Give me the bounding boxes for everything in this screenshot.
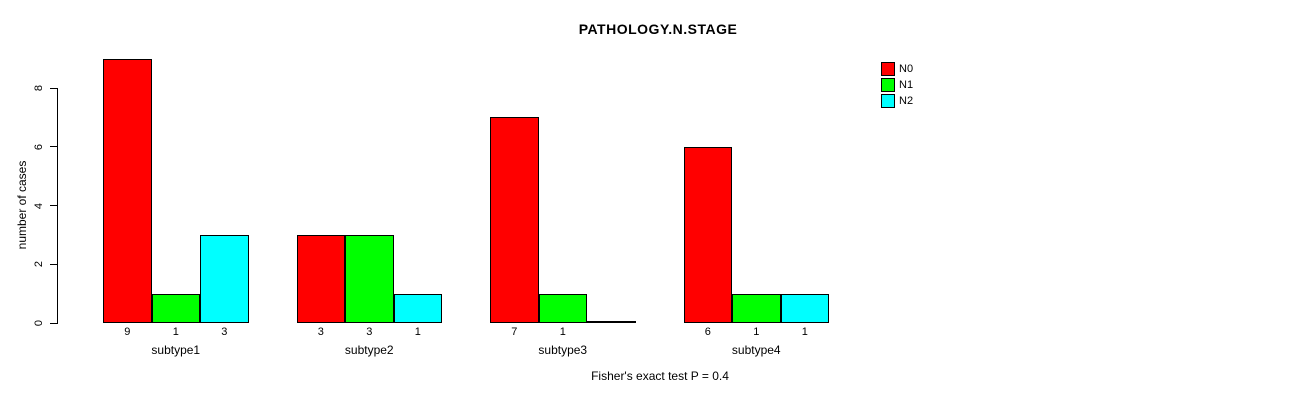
- bar-value-label: 7: [511, 326, 518, 338]
- y-tick-mark: [50, 205, 58, 206]
- bar-n1-subtype2: [345, 234, 394, 323]
- bar-n2-subtype4: [780, 293, 829, 323]
- y-tick-mark: [50, 87, 58, 89]
- bar-value-label: 9: [124, 326, 131, 338]
- bar-value-label: 1: [414, 326, 421, 338]
- y-tick-label: 2: [33, 261, 45, 268]
- y-axis-title: number of cases: [15, 160, 29, 250]
- category-label-subtype4: subtype4: [731, 343, 781, 357]
- legend-label: N1: [899, 79, 914, 91]
- bar-value-label: 3: [317, 326, 324, 338]
- legend-item-n2: N2: [881, 93, 913, 109]
- bar-n1-subtype1: [151, 293, 200, 323]
- y-tick-label: 6: [33, 143, 45, 150]
- legend: N0 N1 N2: [881, 61, 913, 109]
- bar-n0-subtype2: [296, 234, 345, 323]
- y-tick-mark: [50, 146, 58, 148]
- bar-n1-subtype4: [732, 293, 781, 323]
- bar-value-label: 1: [753, 326, 760, 338]
- bar-value-label: 1: [559, 326, 566, 338]
- legend-swatch-n2: [881, 94, 895, 108]
- bar-n0-subtype4: [683, 146, 732, 323]
- y-tick-mark: [50, 322, 58, 324]
- bar-n1-subtype3: [538, 293, 587, 323]
- y-tick-label: 4: [33, 202, 45, 209]
- legend-item-n1: N1: [881, 77, 913, 93]
- y-tick-mark: [50, 263, 58, 265]
- bar-n2-subtype2: [393, 293, 442, 323]
- bar-value-label: 3: [366, 326, 373, 338]
- bar-zero-n2-subtype3: [587, 321, 636, 323]
- legend-swatch-n1: [881, 78, 895, 92]
- bar-n0-subtype3: [490, 117, 539, 323]
- category-label-subtype1: subtype1: [151, 343, 201, 357]
- y-tick-label: 0: [33, 319, 45, 327]
- category-label-subtype2: subtype2: [344, 343, 394, 357]
- category-label-subtype3: subtype3: [538, 343, 588, 357]
- bar-value-label: 6: [704, 326, 711, 338]
- bar-n2-subtype1: [200, 234, 249, 323]
- y-tick-label: 8: [33, 84, 45, 92]
- legend-label: N2: [899, 95, 914, 107]
- bar-value-label: 3: [221, 326, 228, 338]
- caption-text: Fisher's exact test P = 0.4: [591, 369, 729, 383]
- bar-value-label: 1: [801, 326, 808, 338]
- bar-value-label: 1: [172, 326, 179, 338]
- legend-label: N0: [899, 63, 914, 75]
- legend-item-n0: N0: [881, 61, 913, 77]
- legend-swatch-n0: [881, 62, 895, 76]
- bar-n0-subtype1: [103, 58, 152, 323]
- chart-title: PATHOLOGY.N.STAGE: [578, 21, 738, 37]
